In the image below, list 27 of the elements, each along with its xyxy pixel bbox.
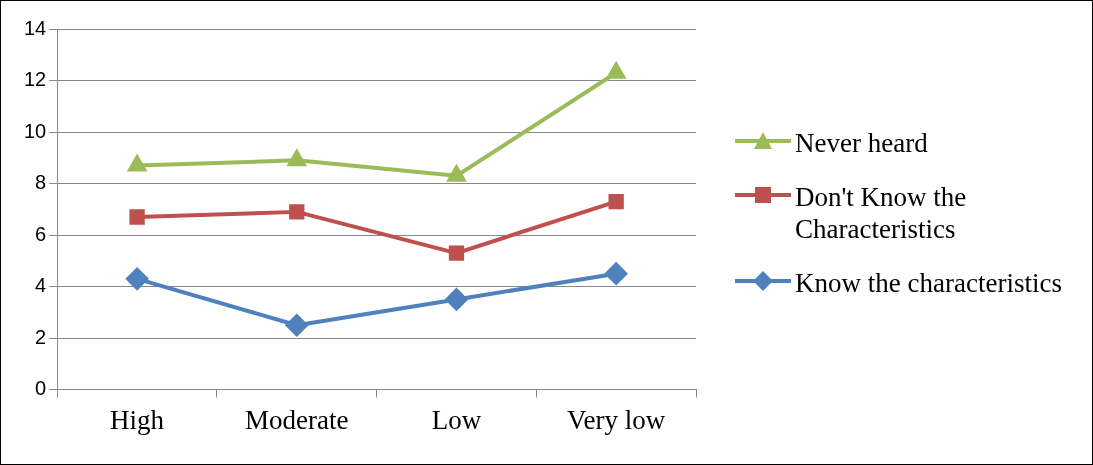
point <box>445 288 468 311</box>
y-tick-label: 12 <box>24 68 47 91</box>
legend-label: Never heard <box>795 127 928 159</box>
y-tick-label: 4 <box>35 274 47 297</box>
legend-label: Know the characteristics <box>795 267 1062 299</box>
y-tick-label: 6 <box>35 222 47 245</box>
point <box>446 163 467 182</box>
point <box>126 267 149 290</box>
x-tick-label: Low <box>431 404 482 435</box>
point <box>126 153 148 172</box>
y-tick-label: 14 <box>24 16 47 39</box>
point <box>287 150 306 167</box>
point <box>129 209 145 225</box>
y-tick-label: 0 <box>35 377 47 400</box>
point <box>607 60 627 79</box>
legend-label: Don't Know the Characteristics <box>795 181 968 245</box>
x-tick-label: Moderate <box>245 404 349 435</box>
y-tick-label: 2 <box>35 325 47 348</box>
x-tick-label: High <box>110 404 165 435</box>
y-tick-label: 10 <box>24 119 47 142</box>
x-tick-label: Very low <box>567 404 666 435</box>
point <box>285 314 308 337</box>
point <box>289 204 305 220</box>
point <box>608 193 624 210</box>
point <box>605 262 628 285</box>
point <box>448 245 465 261</box>
y-tick-label: 8 <box>35 171 47 194</box>
